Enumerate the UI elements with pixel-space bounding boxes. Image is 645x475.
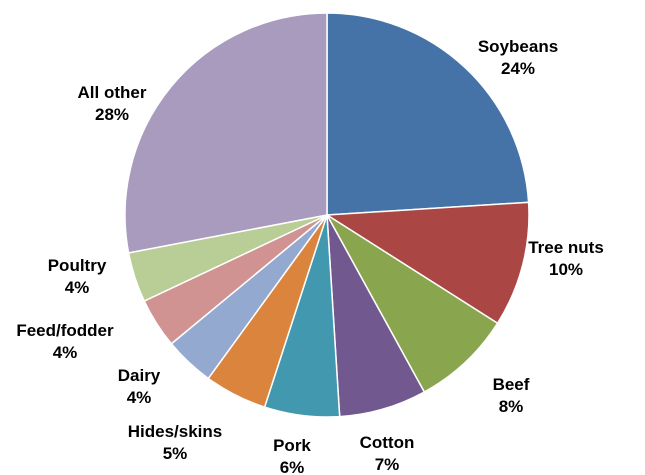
slice-percent-tree-nuts: 10% [549, 260, 583, 279]
slice-name-pork: Pork [273, 436, 311, 455]
pie-slice-soybeans [326, 12, 530, 216]
pie-labels: Soybeans 24% Tree nuts 10% Beef 8% Cotton 7% Por… [16, 37, 603, 475]
pie-slice-tree-nuts [324, 201, 530, 325]
slice-percent-cotton: 7% [375, 455, 400, 474]
slice-label-pork: Pork 6% [273, 436, 311, 475]
slice-label-beef: Beef 8% [493, 375, 530, 416]
slice-name-tree-nuts: Tree nuts [528, 238, 604, 257]
slice-percent-all-other: 28% [95, 105, 129, 124]
slice-label-all-other: All other 28% [78, 83, 147, 124]
slice-name-hides-skins: Hides/skins [128, 422, 223, 441]
slice-percent-dairy: 4% [127, 388, 152, 407]
pie-slices [124, 12, 530, 418]
pie-slice-all-other [124, 12, 328, 254]
slice-name-poultry: Poultry [48, 256, 107, 275]
slice-label-tree-nuts: Tree nuts 10% [528, 238, 604, 279]
slice-percent-pork: 6% [280, 458, 305, 475]
slice-label-feed-fodder: Feed/fodder 4% [16, 321, 114, 362]
pie-slice-beef [326, 214, 499, 394]
slice-label-poultry: Poultry 4% [48, 256, 107, 297]
slice-percent-feed-fodder: 4% [53, 343, 78, 362]
slice-percent-poultry: 4% [65, 278, 90, 297]
slice-percent-beef: 8% [499, 397, 524, 416]
slice-label-dairy: Dairy 4% [118, 366, 161, 407]
slice-name-dairy: Dairy [118, 366, 161, 385]
slice-name-all-other: All other [78, 83, 147, 102]
slice-label-soybeans: Soybeans 24% [478, 37, 558, 78]
slice-name-soybeans: Soybeans [478, 37, 558, 56]
slice-percent-soybeans: 24% [501, 59, 535, 78]
slice-percent-hides-skins: 5% [163, 444, 188, 463]
slice-name-cotton: Cotton [360, 433, 415, 452]
slice-name-feed-fodder: Feed/fodder [16, 321, 114, 340]
slice-label-cotton: Cotton 7% [360, 433, 415, 474]
slice-name-beef: Beef [493, 375, 530, 394]
slice-label-hides-skins: Hides/skins 5% [128, 422, 223, 463]
